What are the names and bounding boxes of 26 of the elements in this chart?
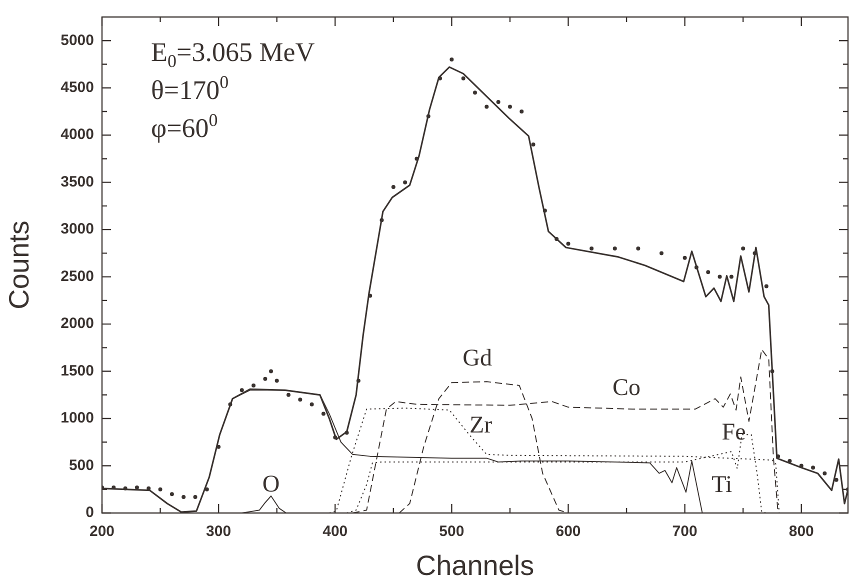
y-tick-label: 4500: [60, 79, 94, 96]
series-label: Zr: [470, 412, 492, 439]
series-label: Co: [612, 374, 641, 401]
y-tick-label: 3500: [60, 173, 94, 190]
y-tick-label: 3000: [60, 220, 94, 238]
x-tick-label: 200: [89, 523, 115, 540]
y-tick-label: 0: [86, 504, 94, 522]
series-label: Gd: [462, 346, 492, 372]
y-tick-label: 1500: [60, 362, 94, 380]
y-axis-title: Counts: [4, 220, 35, 310]
x-tick-label: 600: [556, 523, 581, 540]
y-tick-label: 500: [68, 456, 94, 474]
y-tick-label: 2500: [60, 268, 94, 285]
x-axis-title: Channels: [416, 550, 534, 581]
y-tick-label: 1000: [60, 410, 94, 427]
series-label: Fe: [722, 419, 746, 446]
series-label: O: [262, 471, 280, 498]
x-tick-label: 500: [439, 523, 464, 540]
x-tick-label: 800: [788, 523, 814, 540]
y-tick-label: 5000: [60, 32, 94, 49]
x-tick-label: 400: [322, 523, 348, 540]
y-tick-label: 2000: [60, 315, 94, 332]
x-tick-label: 300: [206, 523, 232, 540]
series-label: Ti: [712, 472, 732, 498]
y-tick-label: 4000: [60, 126, 94, 144]
x-tick-label: 700: [672, 523, 698, 540]
